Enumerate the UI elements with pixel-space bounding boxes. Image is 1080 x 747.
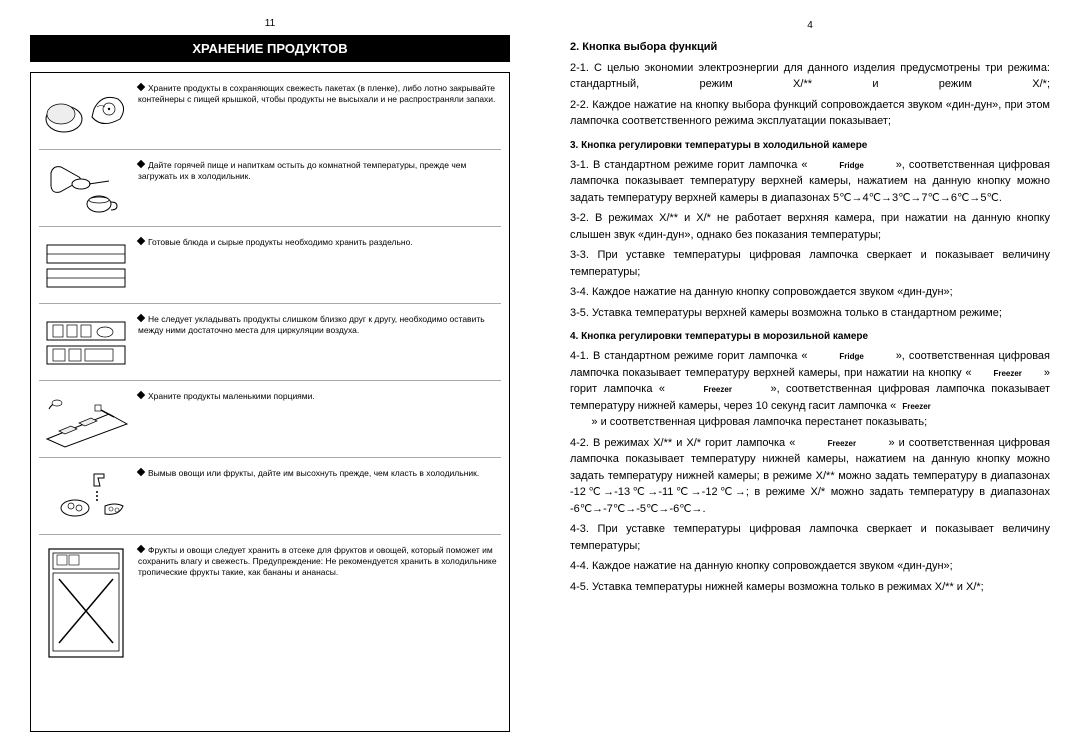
tips-box: Храните продукты в сохраняющих свежесть … [30,72,510,732]
wrap-food-icon [39,81,134,141]
separate-shelves-icon [39,235,134,295]
tip-icon-shelves-sep [39,235,134,295]
para-2-1: 2-1. С целью экономии электроэнергии для… [570,60,1050,93]
tip-row: Дайте горячей пище и напиткам остыть до … [39,158,501,227]
section-heading: ХРАНЕНИЕ ПРОДУКТОВ [30,35,510,62]
para-4-2: 4-2. В режимах X/** и X/* горит лампочка… [570,435,1050,518]
portions-icon [39,389,134,449]
para-4-3: 4-3. При уставке температуры цифровая ла… [570,521,1050,554]
section-2-head: 2. Кнопка выбора функций [570,39,1050,56]
cool-food-icon [39,158,134,218]
para-4-5: 4-5. Уставка температуры нижней камеры в… [570,579,1050,596]
fridge-label: Fridge [839,352,863,361]
tip-icon-wash [39,466,134,526]
tip-text: Храните продукты в сохраняющих свежесть … [134,81,501,141]
tip-row: Храните продукты маленькими порциями. [39,389,501,458]
tip-text: Дайте горячей пище и напиткам остыть до … [134,158,501,218]
para-3-5: 3-5. Уставка температуры верхней камеры … [570,305,1050,322]
para-3-2: 3-2. В режимах X/** и X/* не работает ве… [570,210,1050,243]
section-3-head: 3. Кнопка регулировки температуры в холо… [570,138,1050,153]
tip-text: Храните продукты маленькими порциями. [134,389,501,449]
para-3-4: 3-4. Каждое нажатие на данную кнопку соп… [570,284,1050,301]
tip-text: Готовые блюда и сырые продукты необходим… [134,235,501,295]
tip-icon-crisper [39,543,134,663]
freezer-label: Freezer [703,385,731,394]
freezer-label: Freezer [902,402,930,411]
tip-row: Храните продукты в сохраняющих свежесть … [39,81,501,150]
tip-row: Фрукты и овощи следует хранить в отсеке … [39,543,501,673]
right-page: 4 2. Кнопка выбора функций 2-1. С целью … [540,0,1080,747]
tip-text: Не следует укладывать продукты слишком б… [134,312,501,372]
tip-icon-cool [39,158,134,218]
freezer-label: Freezer [828,439,856,448]
page-number-right: 4 [570,18,1050,33]
para-3-3: 3-3. При уставке температуры цифровая ла… [570,247,1050,280]
tip-icon-portions [39,389,134,449]
section-4-head: 4. Кнопка регулировки температуры в моро… [570,329,1050,344]
crisper-icon [39,543,134,663]
para-3-1: 3-1. В стандартном режиме горит лампочка… [570,157,1050,207]
tip-text: Фрукты и овощи следует хранить в отсеке … [134,543,501,578]
wash-dry-icon [39,466,134,526]
para-4-4: 4-4. Каждое нажатие на данную кнопку соп… [570,558,1050,575]
spacing-shelves-icon [39,312,134,372]
para-2-2: 2-2. Каждое нажатие на кнопку выбора фун… [570,97,1050,130]
tip-row: Готовые блюда и сырые продукты необходим… [39,235,501,304]
freezer-label: Freezer [993,369,1021,378]
fridge-label: Fridge [839,161,863,170]
tip-row: Не следует укладывать продукты слишком б… [39,312,501,381]
tip-text: Вымыв овощи или фрукты, дайте им высохну… [134,466,501,526]
para-4-1: 4-1. В стандартном режиме горит лампочка… [570,348,1050,431]
page-number-left: 11 [30,18,510,29]
left-page: 11 ХРАНЕНИЕ ПРОДУКТОВ Храните продукты в… [0,0,540,747]
tip-row: Вымыв овощи или фрукты, дайте им высохну… [39,466,501,535]
tip-icon-wrap [39,81,134,141]
tip-icon-shelves-crowd [39,312,134,372]
